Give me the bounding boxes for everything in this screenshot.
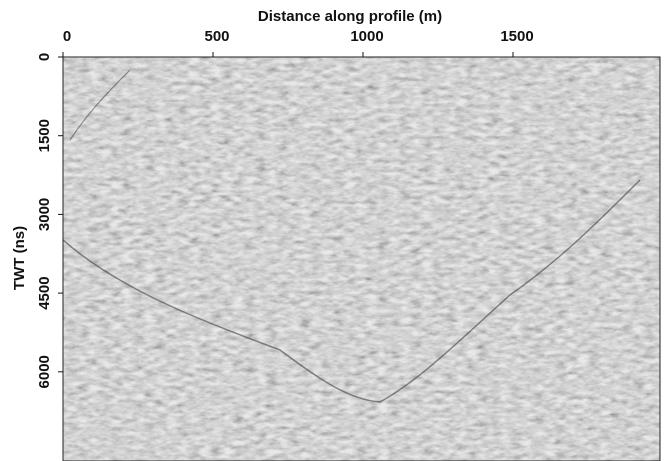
x-tick-label: 500 — [204, 28, 229, 45]
x-tick-label: 1000 — [350, 28, 383, 45]
y-axis-label: TWT (ns) — [11, 226, 28, 290]
y-tick-label: 6000 — [36, 355, 53, 388]
y-tick-label: 4500 — [36, 276, 53, 309]
y-tick-label: 3000 — [36, 198, 53, 231]
radargram-tone — [63, 57, 660, 461]
y-tick-label: 0 — [36, 53, 53, 61]
x-tick-label: 0 — [63, 28, 71, 45]
chart: Distance along profile (m) TWT (ns) 0 500… — [0, 0, 666, 461]
x-tick-label: 1500 — [500, 28, 533, 45]
radargram — [63, 57, 660, 461]
chart-title: Distance along profile (m) — [258, 8, 442, 25]
y-tick-label: 1500 — [36, 119, 53, 152]
